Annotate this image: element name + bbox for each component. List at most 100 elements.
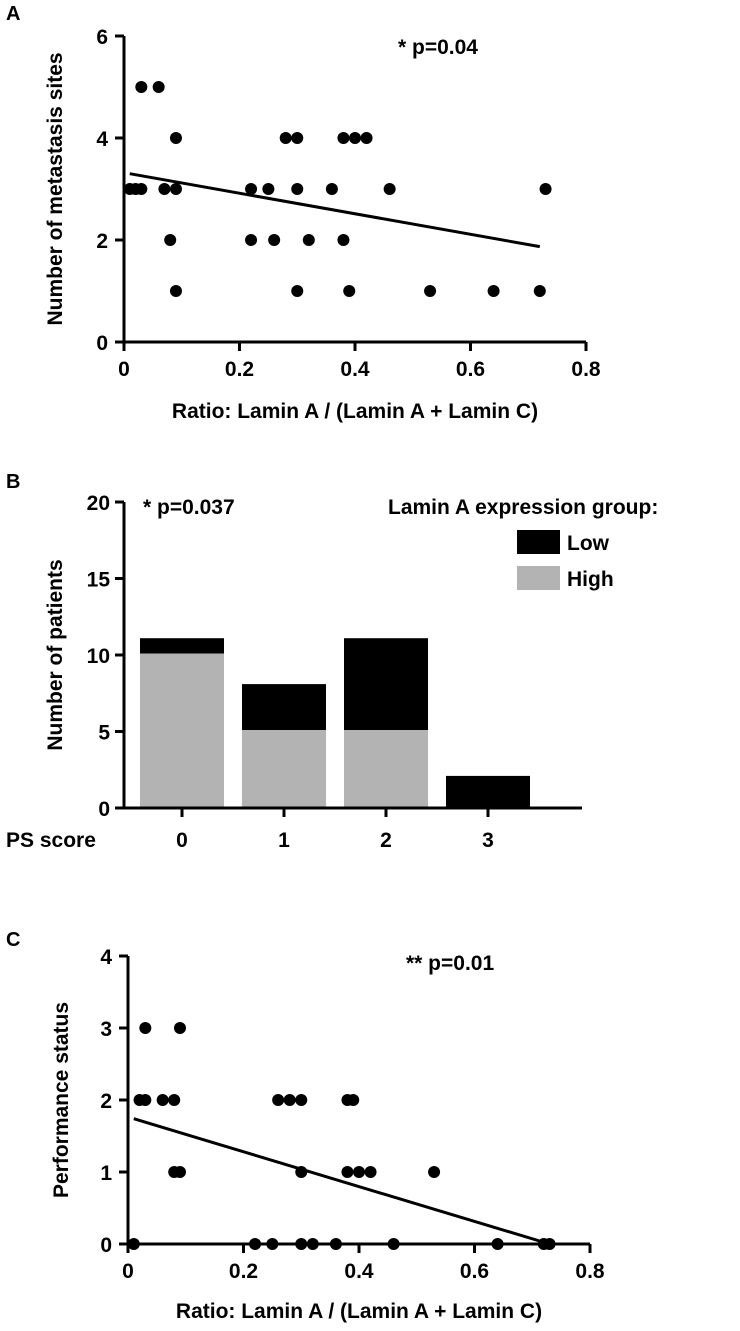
x-tick-label: 1 [278,829,290,852]
data-point [291,183,304,195]
y-tick-label: 4 [96,128,108,151]
panel-c: C ** p=0.01 0 1 2 3 4 0 0.2 0.4 0.6 0.8 Ratio: L… [6,929,605,1323]
data-point [135,81,148,93]
legend-label-high: High [567,568,614,591]
y-tick-label: 1 [100,1162,112,1185]
data-point [168,1094,181,1106]
panel-a-points [123,81,552,297]
bar-segment-low [140,638,224,654]
y-tick-label: 0 [96,332,108,355]
x-tick-label: 0.2 [225,358,254,381]
panel-a-letter: A [6,3,20,25]
data-point [245,234,258,246]
data-point [158,183,171,195]
x-tick-label: 0.4 [344,1260,374,1283]
panel-b-bars [140,638,530,807]
data-point [543,1238,556,1250]
data-point [349,132,361,144]
data-point [295,1238,308,1250]
data-point [360,132,373,144]
data-point [341,1166,354,1178]
panel-c-y-label: Performance status [50,1002,73,1198]
data-point [164,234,177,246]
data-point [343,285,356,297]
legend-title: Lamin A expression group: [388,496,658,519]
data-point [268,234,281,246]
y-tick-label: 2 [100,1090,112,1113]
data-point [424,285,437,297]
y-tick-label: 20 [87,492,110,515]
y-tick-label: 0 [100,1234,112,1257]
panel-b-x-label: PS score [6,829,96,852]
bar-segment-low [446,775,530,807]
data-point [539,183,552,195]
panel-c-points [127,1022,556,1250]
data-point [139,1022,152,1034]
data-point [266,1238,279,1250]
data-point [347,1094,360,1106]
panel-b-legend: Lamin A expression group: Low High [388,496,658,591]
data-point [152,81,165,93]
x-tick-label: 0.6 [456,358,485,381]
y-tick-label: 2 [96,230,108,253]
panel-a-regression-line [129,172,541,249]
data-point [337,132,350,144]
data-point [428,1166,441,1178]
panel-a-y-ticks: 0 2 4 6 [96,26,124,355]
data-point [272,1094,285,1106]
data-point [487,285,500,297]
y-tick-label: 6 [96,26,108,49]
y-tick-label: 3 [100,1018,112,1041]
data-point [262,183,275,195]
x-tick-label: 0 [118,358,130,381]
panel-a: A * p=0.04 0 2 4 6 0 0.2 0.4 0.6 0.8 Ratio: Lam… [6,3,601,423]
panel-c-regression-line [133,1117,551,1246]
x-tick-label: 0.2 [229,1260,258,1283]
bar-segment-low [344,638,428,730]
data-point [295,1166,308,1178]
panel-b: B * p=0.037 0 5 10 15 20 0 1 2 3 PS score Numbe… [6,471,658,852]
data-point [295,1094,308,1106]
data-point [283,1094,296,1106]
data-point [306,1238,319,1250]
x-tick-label: 0.8 [575,1260,605,1283]
data-point [279,132,292,144]
data-point [291,285,304,297]
data-point [169,285,182,297]
bar-segment-low [242,684,326,730]
x-tick-label: 0.8 [571,358,601,381]
data-point [329,1238,342,1250]
data-point [364,1166,377,1178]
data-point [245,183,258,195]
panel-a-x-label: Ratio: Lamin A / (Lamin A + Lamin C) [172,400,538,423]
data-point [139,1094,152,1106]
panel-b-letter: B [6,471,20,493]
legend-label-low: Low [567,532,610,555]
panel-b-p-value: * p=0.037 [143,496,235,519]
data-point [127,1238,140,1250]
bar-segment-high [140,653,224,807]
x-tick-label: 3 [482,829,494,852]
y-tick-label: 0 [98,798,110,821]
x-tick-label: 0 [176,829,188,852]
panel-b-y-ticks: 0 5 10 15 20 [87,492,124,821]
y-tick-label: 4 [100,946,112,969]
data-point [337,234,350,246]
bar-segment-high [344,730,428,807]
panel-a-x-ticks: 0 0.2 0.4 0.6 0.8 [118,342,601,381]
x-tick-label: 2 [380,829,392,852]
panel-c-p-value: ** p=0.01 [406,952,494,975]
data-point [291,132,304,144]
data-point [387,1238,400,1250]
data-point [173,1022,186,1034]
data-point [302,234,315,246]
data-point [353,1166,365,1178]
panel-c-letter: C [6,929,20,951]
bar-segment-high [242,730,326,807]
x-tick-label: 0 [122,1260,134,1283]
data-point [173,1166,186,1178]
panel-c-y-ticks: 0 1 2 3 4 [100,946,128,1257]
data-point [491,1238,504,1250]
data-point [249,1238,262,1250]
